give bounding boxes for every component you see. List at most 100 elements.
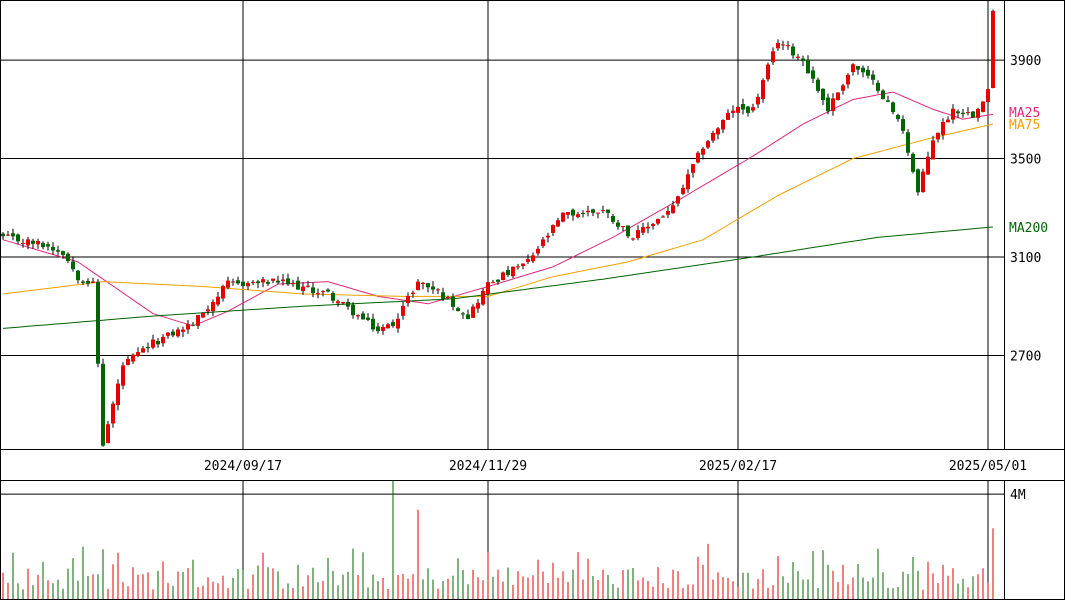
candle-body <box>171 331 175 336</box>
candle-body <box>681 187 685 194</box>
candle-body <box>561 212 565 222</box>
candle-body <box>181 329 185 332</box>
candle-body <box>361 313 365 320</box>
candle-body <box>326 289 330 292</box>
candle-body <box>546 235 550 238</box>
candle-body <box>301 286 305 291</box>
candle-body <box>536 248 540 254</box>
candle-body <box>751 107 755 111</box>
candle-body <box>896 115 900 120</box>
candle-body <box>51 246 55 251</box>
candle-body <box>606 209 610 213</box>
candle-body <box>226 280 230 288</box>
price-tick-label: 3500 <box>1010 153 1041 168</box>
candle-body <box>761 80 765 99</box>
candle-body <box>151 339 155 348</box>
candle-body <box>541 239 545 246</box>
candle-body <box>196 315 200 326</box>
candle-body <box>186 324 190 330</box>
candle-body <box>386 324 390 329</box>
candle-body <box>891 102 895 113</box>
candle-body <box>111 403 115 424</box>
candle-body <box>481 290 485 305</box>
legend-ma200: MA200 <box>1009 221 1048 236</box>
candle-body <box>851 64 855 73</box>
candle-body <box>961 112 965 115</box>
candle-body <box>246 283 250 287</box>
candle-body <box>36 241 40 245</box>
candle-body <box>161 336 165 344</box>
candle-body <box>91 281 95 283</box>
candle-body <box>726 113 730 120</box>
candle-body <box>466 314 470 319</box>
candle-body <box>406 295 410 304</box>
candle-body <box>946 119 950 123</box>
candle-body <box>356 315 360 317</box>
price-tick-label: 3100 <box>1010 251 1041 266</box>
candle-body <box>696 152 700 163</box>
candle-body <box>511 266 515 277</box>
candle-body <box>331 293 335 301</box>
candle-body <box>626 225 630 237</box>
candle-body <box>21 243 25 244</box>
candle-body <box>691 164 695 173</box>
candle-body <box>401 306 405 316</box>
price-tick-label: 3900 <box>1010 54 1041 69</box>
candle-body <box>191 324 195 326</box>
candle-body <box>236 280 240 284</box>
candle-body <box>486 282 490 294</box>
candle-body <box>31 240 35 244</box>
candle-body <box>121 365 125 386</box>
candle-body <box>706 141 710 148</box>
candle-body <box>221 286 225 299</box>
candle-body <box>266 282 270 284</box>
candle-body <box>471 306 475 318</box>
candle-body <box>11 233 15 237</box>
candle-body <box>376 326 380 332</box>
ma-line-ma75 <box>2 123 994 297</box>
candle-body <box>231 281 235 283</box>
candle-body <box>271 278 275 281</box>
candle-body <box>261 279 265 283</box>
candle-body <box>736 107 740 113</box>
candle-body <box>756 97 760 105</box>
candle-body <box>451 296 455 307</box>
candle-body <box>16 234 20 242</box>
date-tick-label: 2024/11/29 <box>449 459 527 474</box>
candle-body <box>861 67 865 73</box>
candle-body <box>211 302 215 312</box>
candle-body <box>936 132 940 140</box>
candle-body <box>461 313 465 315</box>
candle-body <box>786 45 790 47</box>
candle-body <box>906 132 910 153</box>
candle-body <box>796 56 800 58</box>
candle-body <box>651 223 655 226</box>
candle-body <box>581 212 585 214</box>
candle-body <box>631 238 635 240</box>
candle-body <box>421 282 425 284</box>
candle-body <box>176 329 180 337</box>
candle-body <box>816 79 820 91</box>
candle-body <box>666 211 670 215</box>
legend-ma25: MA25 <box>1009 106 1040 121</box>
candle-body <box>286 278 290 285</box>
candle-body <box>576 214 580 218</box>
candle-body <box>251 281 255 283</box>
candle-body <box>201 313 205 318</box>
candle-body <box>671 205 675 214</box>
candle-body <box>371 318 375 330</box>
candle-body <box>391 322 395 326</box>
candle-body <box>621 226 625 228</box>
candle-body <box>81 281 85 283</box>
candle-body <box>446 297 450 298</box>
legend-ma75: MA75 <box>1009 118 1040 133</box>
candle-body <box>646 226 650 229</box>
candle-body <box>721 120 725 130</box>
candle-body <box>166 332 170 336</box>
candle-body <box>701 148 705 155</box>
candle-body <box>801 58 805 62</box>
volume-grid: 4M <box>1 481 1026 599</box>
price-grid <box>1 1 1004 449</box>
